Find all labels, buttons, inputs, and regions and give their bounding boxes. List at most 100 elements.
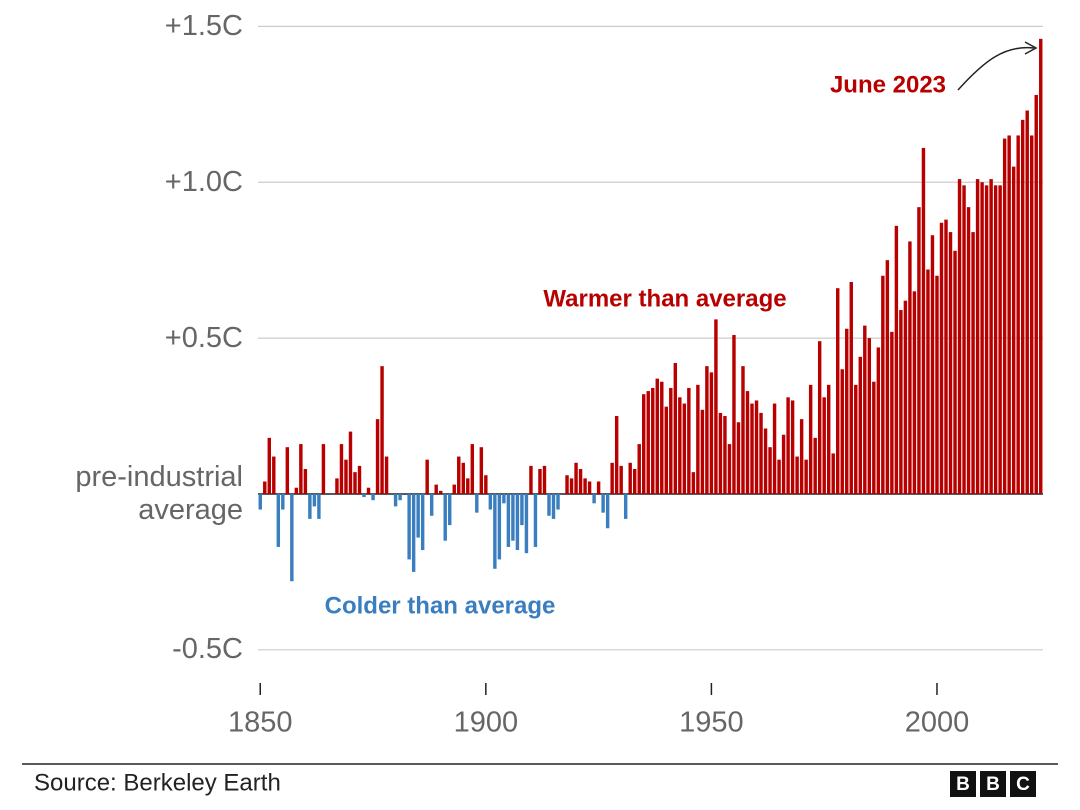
bar — [479, 447, 484, 494]
bar — [799, 419, 804, 494]
bar — [890, 331, 894, 494]
bar — [966, 207, 971, 494]
bar — [411, 493, 416, 572]
bar — [628, 462, 632, 494]
bar — [425, 459, 429, 494]
bar — [488, 493, 493, 510]
bar — [520, 493, 524, 526]
bar — [1016, 135, 1020, 494]
bar — [556, 493, 560, 510]
bar — [294, 487, 299, 494]
bar — [574, 462, 578, 494]
bar — [989, 179, 993, 494]
bar — [646, 391, 650, 494]
bar — [899, 310, 903, 494]
bar — [565, 475, 569, 494]
bar — [732, 334, 736, 494]
bar — [317, 493, 321, 519]
bar — [272, 456, 276, 494]
bar — [583, 478, 587, 494]
bar — [826, 384, 831, 494]
bar — [926, 269, 930, 494]
bar — [962, 185, 966, 494]
bar — [651, 387, 655, 494]
bar — [384, 456, 389, 494]
bar — [362, 493, 366, 498]
bar — [642, 394, 646, 494]
logo-letter: C — [1016, 774, 1030, 795]
bar — [804, 459, 808, 494]
annotation: June 2023 — [830, 71, 946, 98]
bar — [587, 481, 592, 494]
bar — [795, 456, 799, 494]
y-tick-label: pre-industrial average — [75, 460, 243, 526]
logo-letter: B — [986, 774, 1000, 795]
bar — [506, 493, 511, 547]
bar — [881, 275, 885, 494]
bar — [470, 444, 475, 494]
bar — [407, 493, 411, 560]
bar — [637, 444, 641, 494]
bar — [1011, 166, 1016, 494]
bar — [993, 185, 998, 494]
bar — [736, 422, 741, 494]
bar — [493, 493, 497, 569]
bar — [984, 185, 989, 494]
bar — [930, 235, 935, 494]
bar — [321, 444, 326, 494]
bar — [434, 484, 438, 494]
bar — [903, 300, 908, 494]
bar — [632, 469, 637, 494]
bar — [348, 431, 353, 494]
bar — [335, 478, 339, 494]
bar — [357, 465, 362, 494]
bar — [849, 281, 853, 494]
bar — [745, 391, 750, 494]
bar — [808, 384, 813, 494]
bar — [339, 444, 344, 494]
bar — [822, 397, 826, 494]
bar — [439, 490, 443, 494]
bar — [457, 456, 461, 494]
bar — [1002, 138, 1007, 494]
bar — [1025, 110, 1029, 494]
bar — [700, 409, 705, 494]
bar — [569, 478, 574, 494]
bar — [605, 493, 610, 529]
y-tick-label: +0.5C — [164, 321, 243, 354]
bar — [655, 378, 659, 494]
bar — [547, 493, 551, 516]
y-tick-label: +1.0C — [164, 165, 243, 198]
bar — [502, 493, 506, 504]
bar — [876, 347, 881, 494]
bar — [872, 381, 876, 494]
bar — [592, 493, 596, 504]
bar — [867, 338, 872, 494]
bar — [258, 493, 262, 510]
bar — [840, 369, 844, 494]
bar — [515, 493, 520, 551]
bar — [542, 465, 547, 494]
annotation: Warmer than average — [543, 285, 786, 312]
bar — [754, 400, 759, 494]
bar — [393, 493, 398, 507]
bar — [664, 406, 669, 494]
x-tick-label: 2000 — [905, 707, 970, 739]
bar — [845, 328, 849, 494]
bar — [267, 437, 271, 494]
bar — [533, 493, 538, 547]
bar — [948, 232, 953, 494]
bar — [763, 428, 768, 494]
x-tick-label: 1850 — [228, 707, 293, 739]
bar — [1030, 135, 1034, 494]
x-tick-label: 1900 — [454, 707, 519, 739]
bar — [484, 475, 488, 494]
bar — [718, 412, 723, 494]
bar — [578, 469, 583, 494]
bar — [312, 493, 317, 507]
bar — [524, 493, 529, 554]
bar — [678, 397, 682, 494]
bar — [786, 397, 790, 494]
